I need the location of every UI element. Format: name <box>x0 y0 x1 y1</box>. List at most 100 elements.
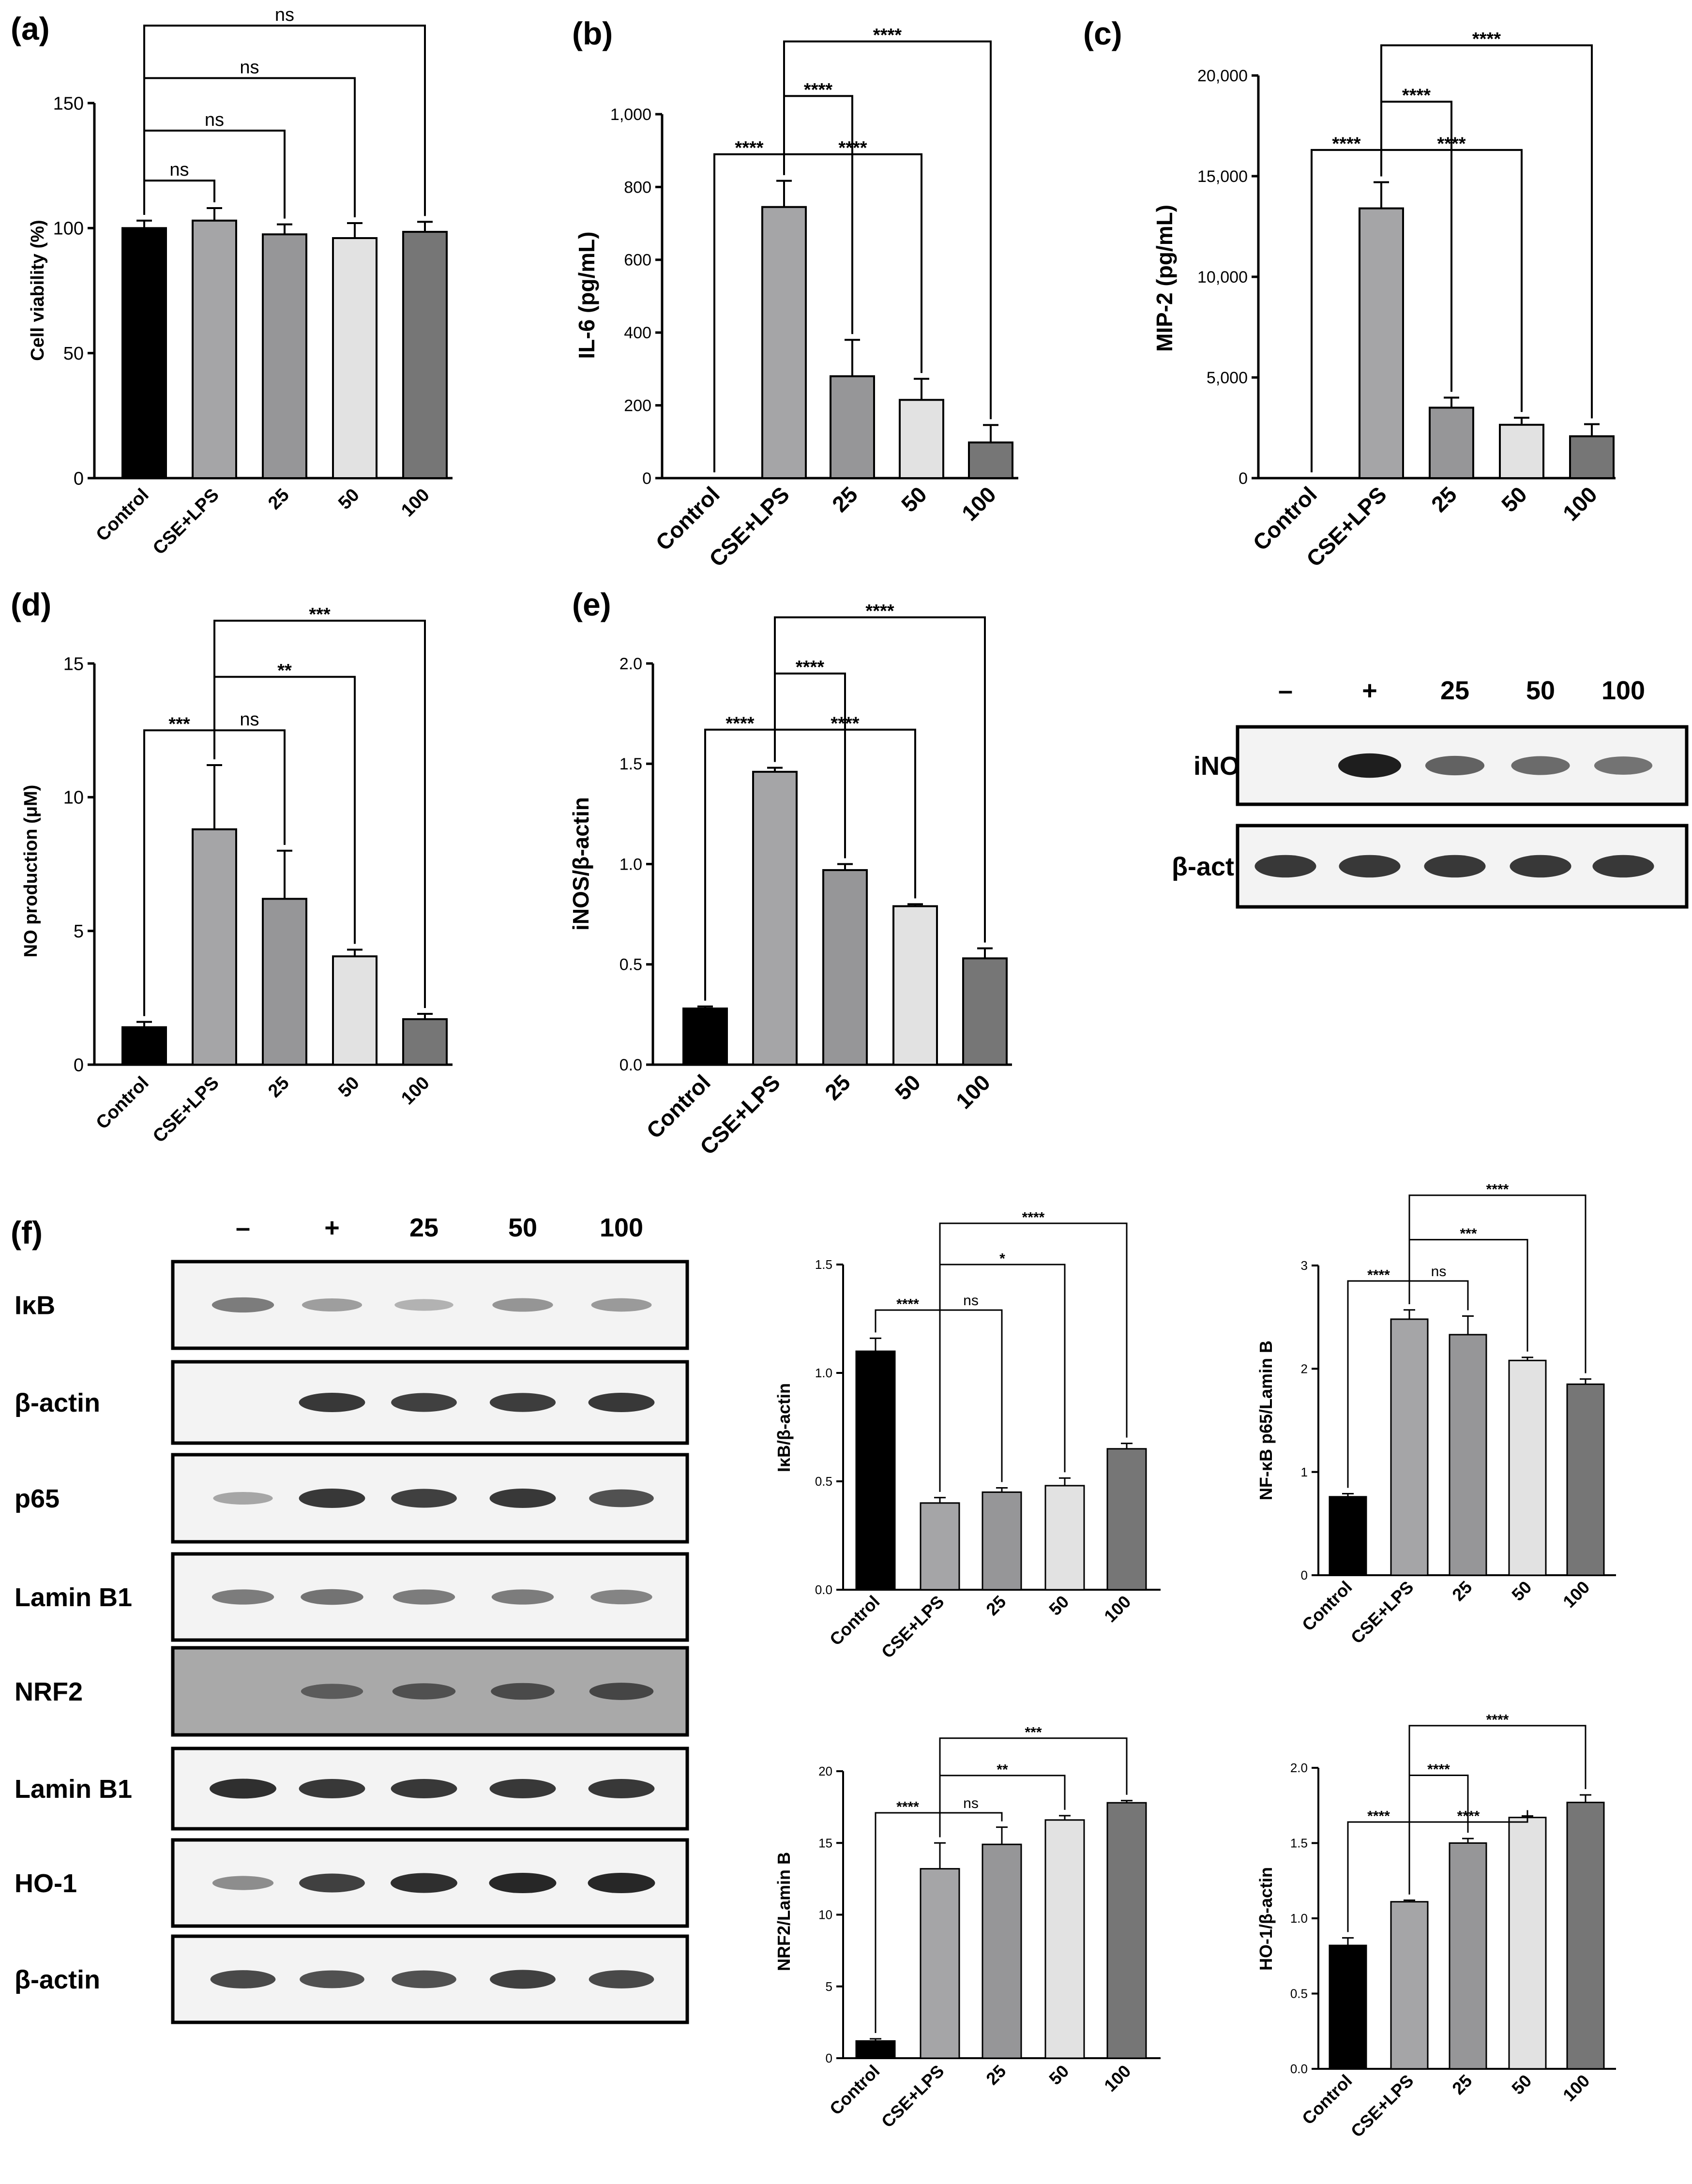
x-tick-label: 100 <box>397 1073 434 1109</box>
blot-f-band <box>301 1684 363 1699</box>
bar <box>1566 1383 1605 1576</box>
blot-f-band <box>213 1492 273 1505</box>
y-tick-label: 0.0 <box>1290 2062 1308 2076</box>
blot-inos-band <box>1425 755 1485 776</box>
blot-f-band <box>393 1589 455 1605</box>
blot-f-band <box>212 1297 274 1313</box>
bar <box>962 957 1008 1066</box>
blot-f-band <box>299 1779 365 1798</box>
y-tick-label: 0 <box>826 2051 832 2065</box>
significance-label: **** <box>1427 1762 1450 1777</box>
y-axis-title: MIP-2 (pg/mL) <box>1152 205 1177 352</box>
blot-f-band <box>299 1873 365 1893</box>
blot-f-band <box>589 1489 654 1507</box>
significance-label: **** <box>796 657 824 678</box>
bar <box>402 231 448 479</box>
blot-f-band <box>391 1393 457 1412</box>
significance-label: *** <box>309 604 331 625</box>
y-tick-label: 20,000 <box>1197 67 1248 85</box>
blot-inos-band <box>1594 756 1653 775</box>
blot-f-band <box>391 1489 457 1508</box>
y-tick-label: 1.5 <box>815 1257 832 1272</box>
x-tick-label: 100 <box>1100 2061 1134 2095</box>
x-tick-label: 25 <box>827 482 862 517</box>
significance-label: ns <box>169 160 189 180</box>
significance-label: ** <box>277 661 292 681</box>
blot-f-band <box>492 1298 553 1312</box>
significance-label: **** <box>735 138 763 158</box>
bar <box>1569 435 1615 479</box>
significance-label: *** <box>1460 1226 1477 1242</box>
blot-f-band <box>589 1970 654 1988</box>
significance-label: **** <box>1332 134 1360 154</box>
x-tick-label: 50 <box>1045 2061 1073 2089</box>
blot-f-band <box>394 1299 453 1311</box>
blot-f-band <box>489 1393 556 1412</box>
significance-bracket <box>1380 44 1593 419</box>
y-tick-label: 400 <box>624 324 651 342</box>
blot-f-band <box>588 1872 655 1894</box>
bar <box>1508 1359 1547 1576</box>
significance-bracket <box>1408 1280 1469 1310</box>
bar <box>332 237 378 479</box>
x-tick-label: 50 <box>1508 2071 1535 2098</box>
y-tick-label: 0.0 <box>619 1056 642 1074</box>
x-tick-label: 25 <box>982 1592 1010 1619</box>
bar <box>1390 1901 1429 2070</box>
y-tick-label: 2.0 <box>1290 1761 1308 1775</box>
blot-f-row-label: IκB <box>15 1291 55 1320</box>
bar <box>1106 1802 1147 2059</box>
blot-inos-band <box>1424 855 1486 878</box>
bar <box>1359 207 1404 479</box>
lane-header: 25 <box>1440 676 1469 705</box>
y-tick-label: 0.0 <box>815 1582 832 1597</box>
x-tick-label: 25 <box>1426 482 1462 517</box>
blot-inos-band <box>1254 855 1316 878</box>
blot-f-band <box>210 1778 276 1799</box>
y-tick-label: 100 <box>53 219 84 239</box>
significance-label: ns <box>1431 1264 1447 1280</box>
bar <box>1044 1485 1085 1591</box>
y-tick-label: 10 <box>818 1908 832 1922</box>
bar <box>693 477 736 478</box>
x-tick-label: Control <box>1298 1577 1356 1635</box>
bar <box>920 1502 960 1591</box>
x-tick-label: CSE+LPS <box>877 1592 948 1662</box>
significance-label: **** <box>1367 1808 1390 1824</box>
y-tick-label: 0.5 <box>619 956 642 974</box>
y-tick-label: 1,000 <box>610 105 651 124</box>
y-tick-label: 1 <box>1301 1465 1308 1479</box>
significance-bracket <box>213 729 286 845</box>
blot-f-band <box>588 1779 655 1798</box>
bar <box>920 1868 960 2059</box>
x-tick-label: CSE+LPS <box>149 1073 223 1147</box>
y-tick-label: 5 <box>74 921 84 942</box>
blot-f-row-label: Lamin B1 <box>15 1583 132 1612</box>
y-tick-label: 3 <box>1301 1258 1308 1273</box>
significance-label: **** <box>873 25 902 45</box>
significance-bracket <box>143 24 426 216</box>
significance-bracket <box>939 1222 1128 1492</box>
significance-bracket <box>143 180 215 215</box>
bar <box>1290 477 1333 478</box>
blot-inos-band <box>1510 855 1571 878</box>
x-tick-label: 100 <box>1558 482 1602 526</box>
y-tick-label: 0.5 <box>1290 1987 1308 2001</box>
x-tick-label: 50 <box>334 485 363 514</box>
bar <box>892 905 938 1066</box>
bar <box>1508 1817 1547 2070</box>
bar <box>968 441 1013 480</box>
blot-f-band <box>302 1298 363 1311</box>
blot-f-band <box>590 1589 652 1605</box>
y-axis-title: NO production (μM) <box>21 785 41 958</box>
panel-label-e: (e) <box>572 587 611 622</box>
lane-header: – <box>1278 676 1293 705</box>
y-tick-label: 1.0 <box>619 855 642 874</box>
y-tick-label: 15 <box>818 1836 832 1850</box>
bar <box>262 898 307 1066</box>
blot-f-row-label: β-actin <box>15 1388 100 1417</box>
x-tick-label: 50 <box>1045 1592 1073 1619</box>
